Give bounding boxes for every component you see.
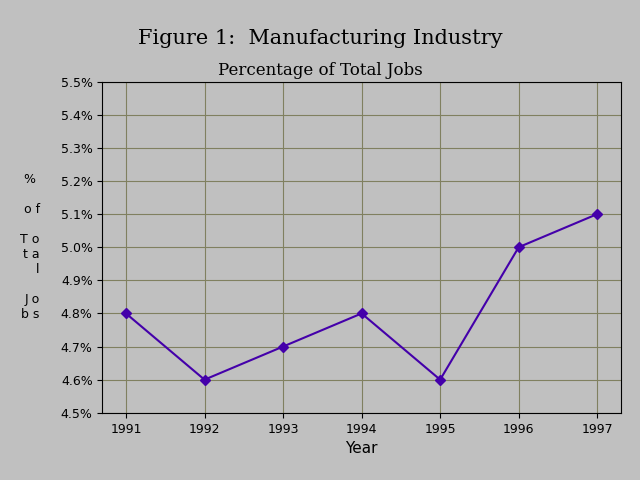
Text: Figure 1:  Manufacturing Industry: Figure 1: Manufacturing Industry <box>138 29 502 48</box>
X-axis label: Year: Year <box>346 441 378 456</box>
Text: Percentage of Total Jobs: Percentage of Total Jobs <box>218 62 422 79</box>
Y-axis label: % 

o f

T o
t a
l

J o
b s: % o f T o t a l J o b s <box>20 173 40 321</box>
